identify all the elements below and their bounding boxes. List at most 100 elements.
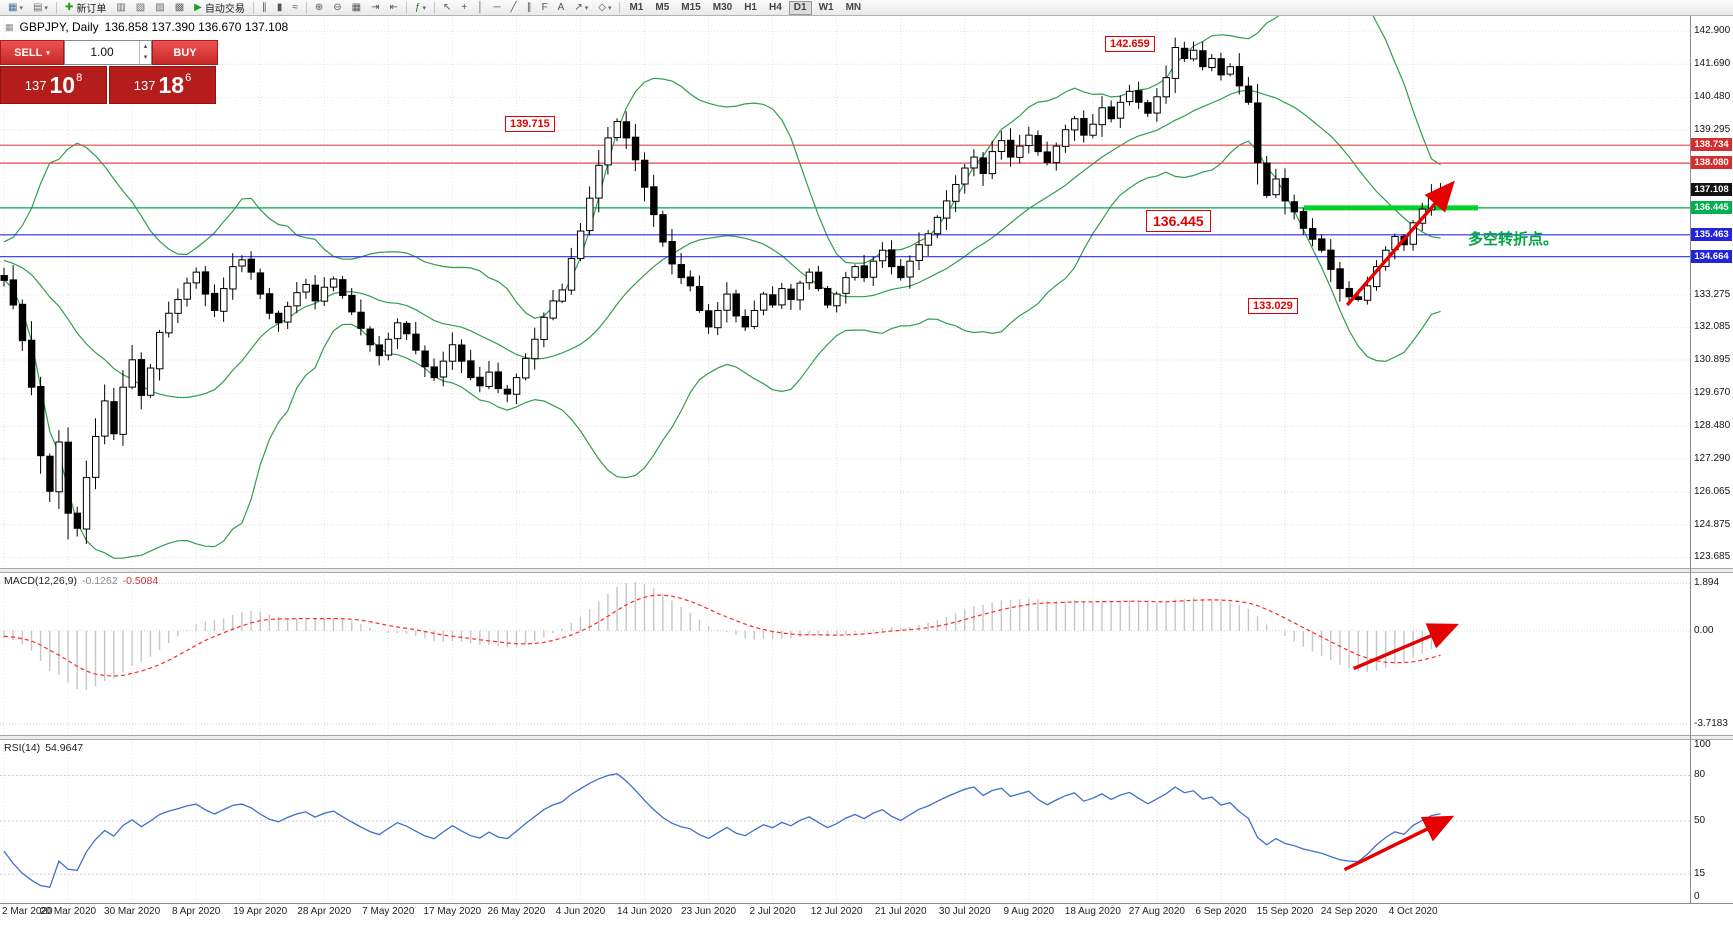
horizontal-line-button[interactable]: ─ (489, 1, 504, 15)
vertical-line-button[interactable]: │ (473, 1, 487, 15)
tile-windows-icon: ▦ (351, 1, 362, 13)
chart-note-text[interactable]: 多空转折点。 (1468, 231, 1559, 248)
timeframe-h4-button[interactable]: H4 (764, 1, 787, 15)
timeframe-w1-button[interactable]: W1 (814, 1, 839, 15)
rsi-indicator-label: RSI(14) 54.9647 (4, 742, 83, 754)
timeframe-d1-button[interactable]: D1 (788, 0, 812, 15)
price-scale-value: 141.690 (1694, 58, 1731, 70)
sell-price-pips: 10 (49, 71, 76, 98)
candles-mode-button[interactable]: ▮ (273, 1, 287, 15)
sell-button[interactable]: SELL ▾ (0, 40, 64, 65)
autotrading-button[interactable]: ▶ 自动交易 (190, 1, 249, 15)
time-axis-label: 2 Mar 2020 (2, 906, 53, 917)
timeframe-m5-button[interactable]: M5 (650, 1, 674, 15)
data-window-button[interactable]: ▧ (132, 1, 149, 15)
price-scale-value: 128.480 (1694, 420, 1731, 432)
price-annotation[interactable]: 136.445 (1146, 210, 1211, 232)
equidistant-channel-button[interactable]: ∥ (523, 1, 536, 15)
terminal-icon: ▩ (174, 1, 185, 13)
navigator-button[interactable]: ▨ (151, 1, 168, 15)
bars-mode-button[interactable]: ∥ (258, 1, 271, 15)
volume-down-icon[interactable]: ▾ (143, 54, 148, 61)
arrows-tool-button[interactable]: ↗ ▾ (570, 1, 592, 15)
price-scale-value: 126.065 (1694, 486, 1731, 498)
buy-button[interactable]: BUY (152, 40, 218, 65)
panel-splitter-rsi[interactable] (0, 735, 1733, 739)
chart-shift-button[interactable]: ⇤ (385, 1, 401, 15)
indicators-button[interactable]: ƒ ▾ (411, 1, 430, 15)
time-axis-label: 21 Jul 2020 (874, 906, 927, 917)
bars-mode-icon: ∥ (261, 1, 267, 13)
sell-price-frac: 8 (76, 72, 83, 84)
rsi-scale-value: 100 (1694, 739, 1711, 751)
price-scale-value: 132.085 (1694, 321, 1731, 333)
buy-price-tile[interactable]: 137 18 6 (109, 66, 216, 104)
toolbar-separator (619, 1, 621, 14)
line-mode-button[interactable]: ≈ (288, 1, 302, 15)
rsi-name: RSI(14) (4, 742, 41, 754)
chart-profiles-caret-icon: ▾ (44, 4, 48, 12)
buy-price-pips: 18 (158, 71, 185, 98)
shapes-tool-button[interactable]: ◇ ▾ (594, 1, 615, 15)
volume-up-icon[interactable]: ▴ (143, 43, 148, 50)
chart-ohlc-values: 136.858 137.390 136.670 137.108 (104, 20, 289, 34)
text-label-button[interactable]: A (554, 1, 569, 15)
new-chart-button[interactable]: ▦ ▾ (4, 1, 27, 15)
trendline-button[interactable]: ╱ (507, 1, 521, 15)
time-axis[interactable]: 2 Mar 2020 20 Mar 2020 30 Mar 2020 8 Apr 20… (0, 906, 1733, 926)
shapes-tool-icon: ◇ (598, 1, 606, 13)
timeframe-m15-button[interactable]: M15 (676, 1, 705, 15)
toolbar-separator (55, 1, 57, 14)
zoom-in-icon: ⊕ (314, 1, 324, 13)
price-trend-arrow (1345, 180, 1455, 307)
timeframe-m1-button[interactable]: M1 (624, 1, 648, 15)
price-line-chip: 136.445 (1691, 200, 1732, 214)
price-line-chip: 135.463 (1691, 227, 1732, 241)
crosshair-icon: + (461, 1, 468, 13)
fibonacci-button[interactable]: F (538, 1, 552, 15)
price-scale-value: 127.290 (1694, 452, 1731, 464)
price-scale-value: 142.900 (1694, 25, 1731, 37)
buy-price-frac: 6 (185, 72, 192, 84)
candles-layer (0, 37, 1445, 544)
fibonacci-icon: F (541, 1, 548, 13)
toolbar-separator (305, 1, 307, 14)
timeframe-m30-button[interactable]: M30 (708, 1, 737, 15)
time-axis-label: 9 Aug 2020 (1003, 906, 1055, 917)
chart-profiles-button[interactable]: ▤ ▾ (29, 1, 52, 15)
panel-splitter-macd[interactable] (0, 568, 1733, 572)
autotrading-label: 自动交易 (204, 4, 245, 15)
timeframe-h1-button[interactable]: H1 (739, 1, 762, 15)
price-scale-value: 123.685 (1694, 551, 1731, 563)
zoom-out-button[interactable]: ⊖ (329, 1, 345, 15)
sell-price-whole: 137 (24, 77, 47, 93)
new-order-icon: ✚ (64, 1, 74, 13)
data-window-icon: ▧ (135, 1, 146, 13)
zoom-in-button[interactable]: ⊕ (311, 1, 327, 15)
new-order-button[interactable]: ✚ 新订单 (61, 1, 110, 15)
tile-windows-button[interactable]: ▦ (348, 1, 365, 15)
terminal-button[interactable]: ▩ (171, 1, 188, 15)
crosshair-button[interactable]: + (457, 1, 471, 15)
toolbar-separator (433, 1, 435, 14)
cursor-button[interactable]: ↖ (439, 1, 455, 15)
price-annotation[interactable]: 139.715 (505, 116, 555, 132)
time-axis-label: 6 Sep 2020 (1195, 906, 1247, 917)
volume-steppers[interactable]: ▴ ▾ (139, 41, 151, 64)
horizontal-line-icon: ─ (493, 1, 501, 13)
price-scale[interactable]: 142.900 141.690 140.480 139.295 133.275 132.0… (1690, 0, 1733, 931)
timeframe-mn-button[interactable]: MN (841, 1, 867, 15)
market-watch-button[interactable]: ▥ (112, 1, 129, 15)
arrows-tool-icon: ↗ (574, 1, 583, 13)
price-annotation[interactable]: 142.659 (1105, 36, 1155, 52)
indicators-caret-icon: ▾ (422, 4, 426, 12)
toolbar-separator (252, 1, 254, 14)
volume-spinner[interactable]: 1.00 ▴ ▾ (64, 40, 152, 65)
price-annotation[interactable]: 133.029 (1248, 298, 1298, 314)
sell-price-tile[interactable]: 137 10 8 (0, 66, 107, 104)
auto-scroll-button[interactable]: ⇥ (367, 1, 383, 15)
vertical-line-icon: │ (477, 1, 484, 13)
macd-scale-value: -3.7183 (1694, 718, 1728, 730)
